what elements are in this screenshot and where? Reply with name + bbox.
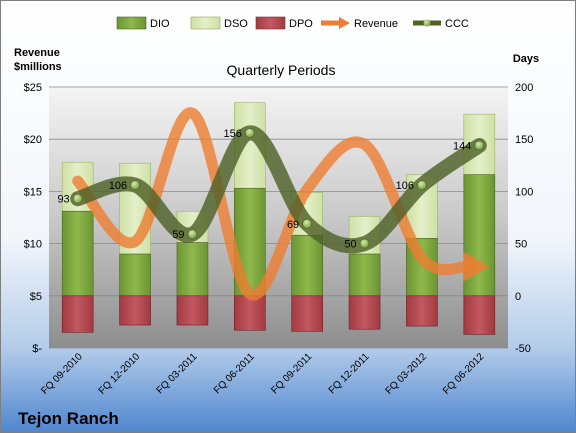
ccc-data-label: 156 <box>223 128 241 140</box>
bar-dpo <box>348 295 381 330</box>
ccc-data-label: 59 <box>172 229 184 241</box>
bar-dpo <box>61 295 94 333</box>
ccc-data-label: 93 <box>57 194 69 206</box>
bar-dpo <box>119 295 151 326</box>
bar-dio <box>119 253 151 297</box>
legend-label-dpo: DPO <box>289 18 313 30</box>
bar-dpo <box>291 295 323 332</box>
ccc-line-layer: 93 106 59 156 69 50 106 144 <box>57 125 487 254</box>
left-tick-label: $15 <box>24 186 42 198</box>
right-tick-label: 0 <box>515 291 521 303</box>
revenue-arrowhead <box>463 251 490 282</box>
bar-dio <box>291 234 323 297</box>
legend-swatch-dio <box>116 16 147 30</box>
legend-label-ccc: CCC <box>445 18 469 30</box>
left-tick-label: $- <box>32 343 42 355</box>
ccc-marker <box>245 128 255 138</box>
company-name: Tejon Ranch <box>18 409 119 428</box>
ccc-data-label: 50 <box>344 239 356 251</box>
ccc-marker <box>359 238 370 249</box>
right-axis-title: Days <box>513 53 539 65</box>
right-tick-label: 150 <box>515 134 533 146</box>
ccc-data-label: 106 <box>109 180 127 192</box>
bar-dpo <box>176 295 209 326</box>
left-tick-label: $25 <box>24 82 42 94</box>
left-tick-label: $10 <box>24 239 42 251</box>
legend-label-dio: DIO <box>150 18 170 30</box>
ccc-marker <box>302 219 312 229</box>
right-tick-label: 200 <box>515 82 533 94</box>
right-tick-label: 50 <box>515 239 527 251</box>
ccc-marker <box>72 193 83 204</box>
right-tick-label: -50 <box>515 343 531 355</box>
legend-label-revenue: Revenue <box>354 18 398 30</box>
right-tick-label: 100 <box>515 186 533 198</box>
ccc-marker <box>187 229 198 239</box>
bar-dio <box>348 253 381 297</box>
legend-swatch-ccc-marker <box>423 19 431 27</box>
ccc-marker <box>130 180 140 190</box>
legend-swatch-dso <box>190 16 221 30</box>
left-tick-label: $20 <box>24 134 42 146</box>
legend-swatch-dpo <box>255 16 286 30</box>
right-axis-ticks: -50 0 50 100 150 200 <box>515 82 533 355</box>
chart-title: Quarterly Periods <box>227 62 336 78</box>
left-axis-ticks: $- $5 $10 $15 $20 $25 <box>24 82 43 355</box>
bar-dpo <box>406 295 438 327</box>
ccc-marker <box>417 180 427 190</box>
bar-dpo <box>463 295 496 335</box>
bar-dio <box>176 242 209 297</box>
bar-dio <box>61 210 94 297</box>
bar-dpo <box>234 295 266 331</box>
plot-area <box>49 87 508 348</box>
legend-label-dso: DSO <box>224 18 248 30</box>
left-axis-title-line2: $millions <box>14 61 62 73</box>
ccc-data-label: 144 <box>453 140 471 152</box>
ccc-marker <box>474 140 485 151</box>
left-axis-title-line1: Revenue <box>14 47 60 59</box>
ccc-data-label: 106 <box>396 180 414 192</box>
ccc-data-label: 69 <box>287 219 299 231</box>
legend: DIO DSO DPO Revenue CCC <box>116 16 469 30</box>
left-tick-label: $5 <box>30 291 42 303</box>
ccc-line <box>70 125 487 254</box>
legend-swatch-revenue-arrow <box>339 17 350 29</box>
